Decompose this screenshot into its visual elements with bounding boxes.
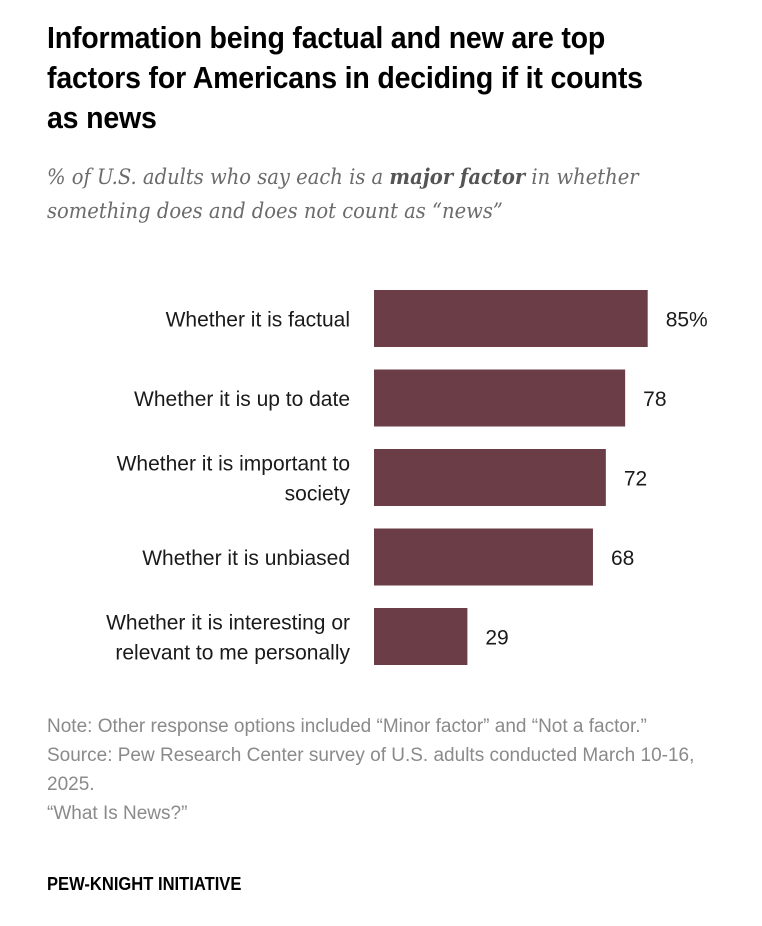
category-label: Whether it is up to date	[134, 388, 350, 411]
value-label: 72	[624, 468, 647, 491]
bar	[374, 449, 606, 506]
category-label-line: relevant to me personally	[115, 642, 350, 665]
notes: Note: Other response options included “M…	[47, 712, 727, 828]
bar	[374, 528, 593, 586]
category-label-line: society	[285, 483, 351, 506]
category-label-line: Whether it is important to	[117, 453, 350, 476]
subtitle-part-3: in whether something does and does not c…	[47, 165, 639, 223]
report-title: “What Is News?”	[47, 803, 188, 824]
value-label: 29	[485, 627, 508, 650]
source-text: Source: Pew Research Center survey of U.…	[47, 745, 695, 795]
brand-label: PEW-KNIGHT INITIATIVE	[47, 874, 242, 894]
chart-title: Information being factual and new are to…	[47, 20, 643, 135]
category-label-line: Whether it is up to date	[134, 388, 350, 411]
category-label-line: Whether it is factual	[166, 309, 350, 332]
category-label: Whether it is factual	[166, 309, 350, 332]
subtitle-emphasis: major factor	[389, 164, 526, 189]
category-label: Whether it is interesting or relevant to …	[106, 612, 350, 665]
value-label: 68	[611, 547, 634, 570]
chart-subtitle: % of U.S. adults who say each is a major…	[47, 160, 698, 228]
value-label: 85%	[666, 309, 708, 332]
subtitle-part-1: % of U.S. adults who say each is a	[47, 165, 390, 189]
bar	[374, 369, 626, 427]
category-label-line: Whether it is unbiased	[142, 547, 350, 570]
bar	[374, 608, 468, 665]
value-label: 78	[643, 388, 666, 411]
note-text: Note: Other response options included “M…	[47, 716, 647, 737]
bar-chart: 85% Whether it is factual 78 Whether it is …	[106, 290, 708, 665]
bar	[374, 290, 648, 347]
category-label: Whether it is unbiased	[142, 547, 350, 570]
category-label: Whether it is important to society	[117, 453, 351, 506]
category-label-line: Whether it is interesting or	[106, 612, 350, 635]
